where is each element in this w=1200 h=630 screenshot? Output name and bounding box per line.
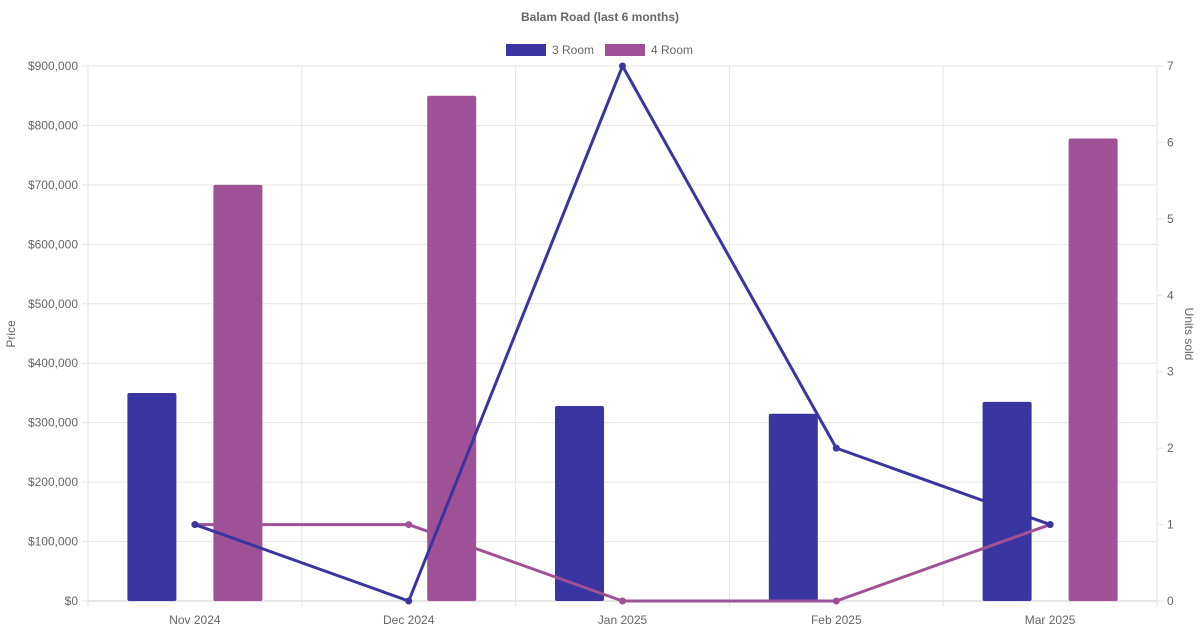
x-tick-label: Dec 2024 (383, 613, 435, 627)
y-axis-left-title: Price (4, 320, 18, 348)
y-axis-left-ticks: $0 $100,000 $200,000 $300,000 $400,000 $500,0… (28, 59, 78, 608)
line-series (191, 62, 1054, 605)
bar-4-room-nov-2024[interactable] (213, 184, 263, 601)
y-right-tick-label: 4 (1167, 288, 1174, 302)
y-right-tick-label: 2 (1167, 441, 1174, 455)
bar-3-room-nov-2024[interactable] (127, 392, 177, 601)
legend-item-4-room[interactable]: 4 Room (605, 43, 693, 57)
legend-swatch-3-room (506, 44, 546, 56)
y-left-tick-label: $300,000 (28, 416, 78, 430)
bar-3-room-feb-2025[interactable] (768, 413, 818, 601)
y-left-tick-label: $800,000 (28, 118, 78, 132)
legend-item-3-room[interactable]: 3 Room (506, 43, 594, 57)
legend-swatch-4-room (605, 44, 645, 56)
y-left-tick-label: $600,000 (28, 237, 78, 251)
y-right-tick-label: 1 (1167, 518, 1174, 532)
y-left-tick-label: $100,000 (28, 535, 78, 549)
y-right-tick-label: 6 (1167, 135, 1174, 149)
y-left-tick-label: $400,000 (28, 356, 78, 370)
x-tick-label: Jan 2025 (598, 613, 648, 627)
x-tick-label: Mar 2025 (1025, 613, 1076, 627)
x-axis-ticks: Nov 2024 Dec 2024 Jan 2025 Feb 2025 Mar 2025 (169, 613, 1076, 627)
y-left-tick-label: $200,000 (28, 475, 78, 489)
x-tick-label: Feb 2025 (811, 613, 862, 627)
point-3-room-mar-2025[interactable] (1046, 521, 1054, 529)
y-left-tick-label: $900,000 (28, 59, 78, 73)
y-left-tick-label: $500,000 (28, 297, 78, 311)
y-right-tick-label: 0 (1167, 594, 1174, 608)
point-4-room-jan-2025[interactable] (619, 597, 626, 605)
point-3-room-feb-2025[interactable] (832, 444, 840, 452)
point-3-room-jan-2025[interactable] (619, 62, 626, 70)
legend-label-4-room: 4 Room (651, 43, 693, 57)
y-right-tick-label: 7 (1167, 59, 1174, 73)
y-right-tick-label: 5 (1167, 212, 1174, 226)
point-3-room-dec-2024[interactable] (405, 597, 413, 605)
bar-4-room-dec-2024[interactable] (427, 95, 477, 601)
point-3-room-nov-2024[interactable] (191, 521, 199, 529)
y-axis-right-ticks: 0 1 2 3 4 5 6 7 (1167, 59, 1174, 608)
y-right-tick-label: 3 (1167, 365, 1174, 379)
point-4-room-dec-2024[interactable] (405, 521, 413, 529)
legend: 3 Room 4 Room (506, 43, 693, 57)
legend-label-3-room: 3 Room (552, 43, 594, 57)
y-left-tick-label: $700,000 (28, 178, 78, 192)
chart-title: Balam Road (last 6 months) (521, 10, 679, 24)
point-4-room-feb-2025[interactable] (832, 597, 840, 605)
bar-4-room-mar-2025[interactable] (1068, 138, 1118, 601)
bar-3-room-jan-2025[interactable] (555, 406, 604, 601)
y-axis-right-title: Units sold (1182, 308, 1196, 361)
line-4-room-units[interactable] (194, 523, 1051, 603)
y-left-tick-label: $0 (65, 594, 79, 608)
x-tick-label: Nov 2024 (169, 613, 221, 627)
line-3-room-units[interactable] (194, 64, 1051, 603)
bar-3-room-mar-2025[interactable] (982, 401, 1032, 601)
bar-series (127, 95, 1118, 601)
